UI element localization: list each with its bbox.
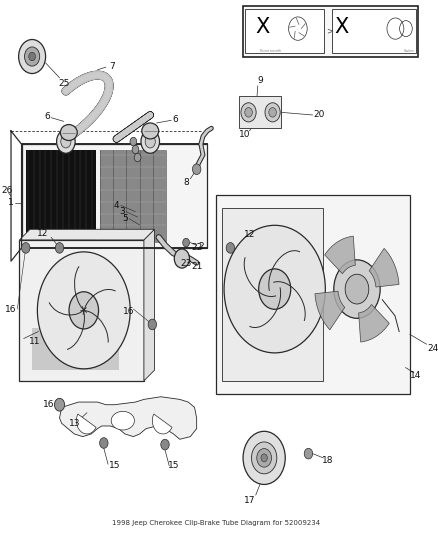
Circle shape [99,438,108,448]
Circle shape [145,135,155,148]
Circle shape [37,252,130,369]
Text: 16: 16 [5,304,17,313]
Text: 10: 10 [240,130,251,139]
Circle shape [69,292,99,329]
Polygon shape [144,229,155,381]
Text: 7: 7 [110,62,115,70]
Text: 20: 20 [313,110,325,119]
Circle shape [261,454,267,462]
Text: 13: 13 [69,419,80,428]
Text: 3: 3 [119,207,125,216]
Text: 6: 6 [173,115,178,124]
Circle shape [25,47,40,66]
Circle shape [245,108,252,117]
Circle shape [226,243,235,253]
Circle shape [257,449,272,467]
Circle shape [259,269,291,309]
Bar [332,9,416,53]
Text: 12: 12 [244,230,255,239]
Bar [215,195,410,394]
Text: 23: 23 [180,260,192,268]
Text: 24: 24 [427,344,438,353]
Circle shape [57,130,75,154]
Circle shape [224,225,325,353]
Circle shape [265,103,280,122]
Text: 2: 2 [198,242,204,251]
Text: 4: 4 [114,201,119,210]
Bar [21,144,207,248]
Text: 18: 18 [321,456,333,465]
Bar [32,328,119,370]
Circle shape [130,138,137,146]
Wedge shape [359,304,389,342]
Circle shape [243,431,285,484]
Circle shape [174,249,190,268]
Text: 22: 22 [191,244,202,253]
Circle shape [132,146,139,154]
Text: 12: 12 [37,229,48,238]
Circle shape [192,164,201,174]
Text: 15: 15 [109,462,120,470]
Bar [222,208,323,381]
Circle shape [304,448,313,459]
Text: X: X [255,17,269,37]
Bar [243,6,418,56]
Text: >: > [326,27,333,36]
Wedge shape [315,291,345,330]
Circle shape [251,442,277,474]
Circle shape [134,154,141,162]
Text: 14: 14 [410,371,422,380]
Text: 8: 8 [183,178,189,187]
Text: 6: 6 [44,112,50,121]
Text: 15: 15 [168,462,179,470]
Bar [239,96,281,128]
Text: 25: 25 [58,78,70,87]
Circle shape [21,243,30,253]
Text: Caution: Caution [404,49,415,53]
Circle shape [183,238,190,247]
Text: 5: 5 [122,214,128,223]
Text: 17: 17 [244,496,255,505]
Circle shape [334,260,380,318]
Bar [26,150,96,243]
Ellipse shape [142,123,159,139]
Circle shape [269,108,276,117]
Circle shape [54,398,64,411]
Circle shape [241,103,256,122]
Text: 16: 16 [43,400,55,409]
Wedge shape [76,414,96,434]
Circle shape [55,243,64,253]
Circle shape [141,130,159,154]
Wedge shape [325,236,355,274]
Circle shape [29,52,35,61]
Text: 16: 16 [124,307,135,316]
Text: 1998 Jeep Cherokee Clip-Brake Tube Diagram for 52009234: 1998 Jeep Cherokee Clip-Brake Tube Diagr… [112,520,320,526]
Wedge shape [369,248,399,287]
Ellipse shape [111,411,134,430]
Polygon shape [19,229,155,240]
Text: 11: 11 [28,337,40,346]
Circle shape [61,135,71,148]
Text: 1: 1 [8,198,14,207]
Polygon shape [60,397,197,439]
Circle shape [148,319,156,330]
Text: 21: 21 [191,262,202,271]
Circle shape [345,274,369,304]
Ellipse shape [60,125,77,141]
Text: 9: 9 [257,76,263,85]
Circle shape [18,39,46,74]
Bar [99,150,166,243]
Wedge shape [152,414,172,434]
Text: X: X [334,17,348,37]
Text: 26: 26 [1,186,12,195]
Bar [19,240,144,381]
Text: Do not run with: Do not run with [260,49,281,53]
Bar [245,9,324,53]
Circle shape [161,439,169,450]
